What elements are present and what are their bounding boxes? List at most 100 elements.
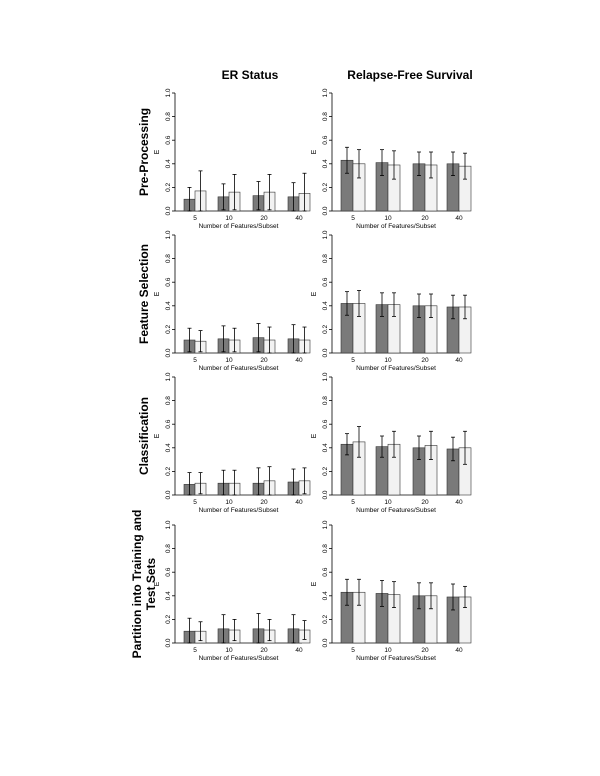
x-tick-label: 20 [260,647,268,654]
y-tick-label: 0.8 [322,544,329,553]
panel-4-1: 0.0 0.2 0.4 0.6 0.8 1.0 E 5 10 20 40 Number of Feat… [154,520,311,662]
y-axis-label: E [311,581,318,586]
x-tick-label: 5 [351,647,355,654]
y-tick-label: 0.8 [165,396,172,405]
y-tick-label: 0.4 [322,591,329,600]
y-axis-label: E [154,149,161,154]
y-tick-label: 1.0 [322,520,329,529]
row-title-line: Pre-Processing [137,108,151,196]
x-axis-label: Number of Features/Subset [199,655,279,662]
y-tick-label: 0.0 [165,206,172,215]
y-tick-label: 0.6 [165,135,172,144]
x-tick-label: 20 [421,215,429,222]
y-tick-label: 0.8 [322,254,329,263]
panel-2-2: 0.0 0.2 0.4 0.6 0.8 1.0 E 5 10 20 40 Number of Feat… [311,230,472,372]
x-tick-label: 40 [295,499,303,506]
row-title-line: Feature Selection [137,244,151,344]
y-tick-label: 0.6 [165,419,172,428]
x-tick-label: 5 [351,215,355,222]
x-axis-label: Number of Features/Subset [356,223,436,230]
x-tick-label: 40 [455,647,463,654]
y-tick-label: 0.4 [322,301,329,310]
x-tick-label: 5 [193,647,197,654]
y-tick-label: 0.4 [165,443,172,452]
y-tick-label: 0.0 [165,638,172,647]
x-tick-label: 40 [455,499,463,506]
y-axis-label: E [154,291,161,296]
x-tick-label: 20 [260,357,268,364]
x-tick-label: 20 [421,647,429,654]
x-tick-label: 20 [421,357,429,364]
y-tick-label: 0.4 [165,301,172,310]
panel-4-2: 0.0 0.2 0.4 0.6 0.8 1.0 E 5 10 20 40 Number of Feat… [311,520,472,662]
y-tick-label: 0.0 [322,490,329,499]
y-tick-label: 1.0 [165,88,172,97]
y-axis-label: E [311,433,318,438]
y-tick-label: 0.0 [322,206,329,215]
x-tick-label: 10 [384,215,392,222]
panel-2-1: 0.0 0.2 0.4 0.6 0.8 1.0 E 5 10 20 40 Number of Feat… [154,230,311,372]
y-tick-label: 0.0 [165,348,172,357]
row-title-3: Classification [137,397,151,475]
y-tick-label: 0.6 [322,567,329,576]
x-tick-label: 10 [384,647,392,654]
x-tick-label: 10 [225,647,233,654]
panel-1-2: 0.0 0.2 0.4 0.6 0.8 1.0 E 5 10 20 40 Number of Feat… [311,88,472,230]
y-tick-label: 0.8 [165,254,172,263]
x-tick-label: 5 [193,499,197,506]
y-tick-label: 1.0 [165,230,172,239]
x-tick-label: 20 [260,499,268,506]
y-tick-label: 1.0 [165,520,172,529]
y-tick-label: 1.0 [322,88,329,97]
y-tick-label: 0.4 [322,443,329,452]
y-tick-label: 0.4 [165,591,172,600]
x-axis-label: Number of Features/Subset [199,223,279,230]
x-tick-label: 20 [260,215,268,222]
y-tick-label: 0.6 [322,419,329,428]
panel-3-2: 0.0 0.2 0.4 0.6 0.8 1.0 E 5 10 20 40 Number of Feat… [311,372,472,514]
x-tick-label: 10 [225,499,233,506]
column-title-relapse-free-survival: Relapse-Free Survival [347,68,473,82]
x-tick-label: 40 [295,357,303,364]
x-tick-label: 10 [384,357,392,364]
y-axis-label: E [311,149,318,154]
y-tick-label: 0.6 [165,567,172,576]
y-tick-label: 0.2 [165,325,172,334]
y-tick-label: 0.6 [322,135,329,144]
x-tick-label: 40 [455,357,463,364]
y-tick-label: 0.2 [322,615,329,624]
y-tick-label: 0.2 [322,183,329,192]
y-axis-label: E [154,581,161,586]
y-axis-label: E [154,433,161,438]
x-tick-label: 10 [225,357,233,364]
x-axis-label: Number of Features/Subset [356,655,436,662]
x-tick-label: 40 [295,215,303,222]
x-tick-label: 40 [295,647,303,654]
y-tick-label: 0.4 [322,159,329,168]
x-tick-label: 20 [421,499,429,506]
row-title-1: Pre-Processing [137,108,151,196]
row-title-line: Test Sets [144,557,158,610]
y-tick-label: 0.6 [165,277,172,286]
x-tick-label: 5 [193,357,197,364]
y-tick-label: 0.0 [165,490,172,499]
row-title-2: Feature Selection [137,244,151,344]
row-title-line: Partition into Training and [130,510,144,659]
y-tick-label: 0.4 [165,159,172,168]
y-tick-label: 0.8 [165,544,172,553]
x-tick-label: 10 [225,215,233,222]
y-tick-label: 1.0 [322,372,329,381]
x-tick-label: 5 [351,499,355,506]
y-tick-label: 0.8 [322,112,329,121]
y-tick-label: 0.2 [322,467,329,476]
y-tick-label: 0.0 [322,638,329,647]
y-tick-label: 0.2 [165,467,172,476]
y-axis-label: E [311,291,318,296]
y-tick-label: 0.6 [322,277,329,286]
y-tick-label: 1.0 [322,230,329,239]
y-tick-label: 0.2 [322,325,329,334]
y-tick-label: 0.8 [165,112,172,121]
x-tick-label: 10 [384,499,392,506]
